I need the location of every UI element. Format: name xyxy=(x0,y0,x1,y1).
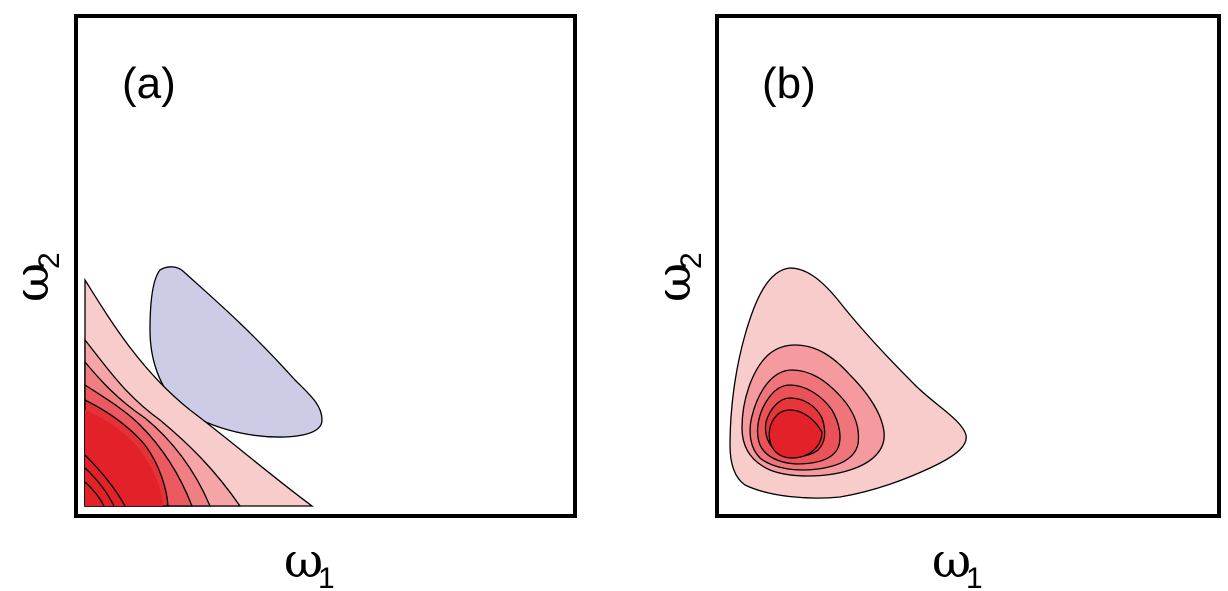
panel-a-x-axis-subscript: 1 xyxy=(318,562,335,591)
panel-a-y-axis-subscript: 2 xyxy=(33,252,66,269)
panel-a-y-axis-label: ω 2 xyxy=(4,252,66,302)
panel-a-x-axis-label: ω 1 xyxy=(284,533,335,591)
panel-a: (a) ω 1 ω 2 xyxy=(4,14,577,591)
panel-b-positive-contour-6 xyxy=(768,409,823,459)
panel-a-negative-contour-1 xyxy=(149,266,323,438)
panel-a-positive-contour-6 xyxy=(85,410,163,506)
panel-a-x-axis-symbol: ω xyxy=(284,533,323,589)
panel-b-y-axis-symbol: ω xyxy=(646,263,702,302)
panel-b-label: (b) xyxy=(762,59,816,108)
panel-b-y-axis-subscript: 2 xyxy=(675,252,708,269)
panel-b-y-axis-label: ω 2 xyxy=(646,252,708,302)
panel-b-x-axis-subscript: 1 xyxy=(966,562,983,591)
panel-a-positive-contour-9 xyxy=(84,481,105,507)
panel-b-frame xyxy=(715,14,1221,518)
panel-a-y-axis-symbol: ω xyxy=(4,263,60,302)
panel-a-positive-contour-7 xyxy=(84,454,126,507)
panel-b-x-axis-label: ω 1 xyxy=(932,533,983,591)
panel-a-frame xyxy=(74,14,577,518)
panel-a-label: (a) xyxy=(122,59,176,108)
panel-b: (b) ω 1 ω 2 xyxy=(646,14,1221,591)
panel-b-x-axis-symbol: ω xyxy=(932,533,971,589)
panel-a-positive-contour-8 xyxy=(84,467,115,507)
